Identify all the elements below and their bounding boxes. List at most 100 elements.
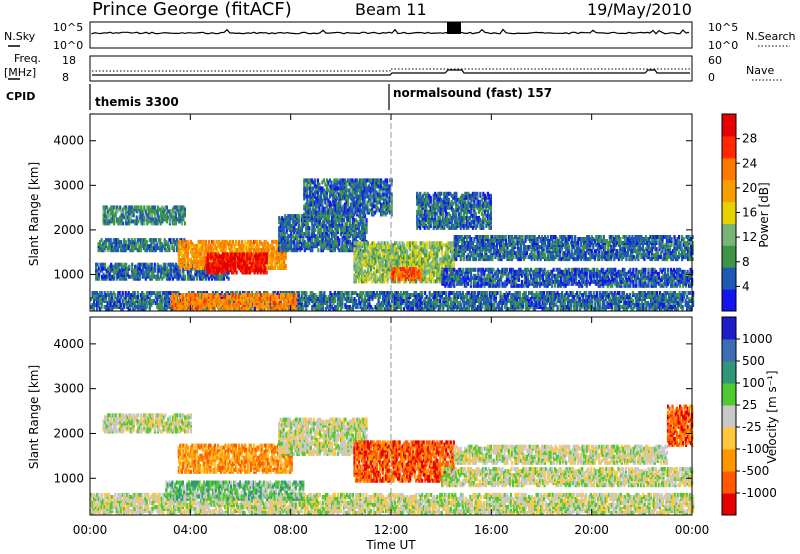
echo-cell <box>460 293 463 297</box>
echo-cell <box>91 295 94 299</box>
echo-cell <box>372 291 376 295</box>
echo-cell <box>302 291 305 295</box>
echo-cell <box>204 239 208 244</box>
echo-cell <box>165 205 168 210</box>
echo-cell <box>464 307 467 311</box>
echo-cell <box>180 221 183 226</box>
echo-cell <box>406 303 409 307</box>
echo-cell <box>443 297 446 301</box>
echo-cell <box>357 293 361 297</box>
echo-cell <box>379 303 382 307</box>
echo-cell <box>130 293 133 297</box>
echo-cell <box>422 307 425 311</box>
echo-cell <box>454 305 457 309</box>
echo-cell <box>157 291 160 295</box>
echo-cell <box>124 295 127 299</box>
nsky-trace <box>91 28 690 35</box>
echo-cell <box>455 295 458 299</box>
echo-cell <box>377 293 380 297</box>
echo-cell <box>323 291 326 295</box>
echo-cell <box>324 307 327 311</box>
echo-cell <box>139 293 142 297</box>
echo-cell <box>442 303 445 307</box>
echo-cell <box>197 243 200 248</box>
echo-cell <box>320 305 323 309</box>
echo-cell <box>243 256 246 261</box>
echo-cell <box>192 276 195 281</box>
echo-cell <box>264 266 267 271</box>
echo-cell <box>329 297 332 301</box>
echo-cell <box>195 276 199 281</box>
echo-cell <box>339 301 342 305</box>
echo-cell <box>436 291 439 295</box>
echo-cell <box>283 293 286 297</box>
echo-cell <box>338 291 341 295</box>
echo-cell <box>379 291 382 295</box>
echo-cell <box>353 291 356 295</box>
echo-cell <box>561 291 564 295</box>
echo-cell <box>160 295 163 299</box>
echo-cell <box>142 305 145 309</box>
echo-cell <box>338 301 341 305</box>
echo-cell <box>295 307 298 311</box>
echo-cell <box>376 303 379 307</box>
echo-cell <box>109 238 112 243</box>
echo-cell <box>320 291 323 295</box>
echo-cell <box>409 301 412 305</box>
freq-unit-label: [MHz] <box>4 66 36 79</box>
date-title: 19/May/2010 <box>587 0 692 19</box>
echo-cell <box>135 295 138 299</box>
echo-cell <box>461 307 464 311</box>
echo-cell <box>350 291 353 295</box>
echo-cell <box>145 295 148 299</box>
echo-cell <box>165 295 168 299</box>
echo-cell <box>412 293 415 297</box>
echo-cell <box>356 293 359 297</box>
echo-cell <box>413 299 416 303</box>
echo-cell <box>458 305 461 309</box>
echo-cell <box>374 293 377 297</box>
echo-cell <box>91 303 94 307</box>
echo-cell <box>117 305 120 309</box>
echo-cell <box>121 299 124 303</box>
echo-cell <box>117 291 120 295</box>
echo-cell <box>168 291 171 295</box>
echo-cell <box>345 305 348 309</box>
echo-cell <box>382 291 385 295</box>
echo-cell <box>150 299 153 303</box>
nave-trace <box>92 68 690 72</box>
echo-cell <box>610 305 613 309</box>
echo-cell <box>463 307 466 311</box>
echo-cell <box>308 226 311 231</box>
echo-cell <box>448 305 451 309</box>
echo-cell <box>309 291 312 295</box>
echo-cell <box>369 305 373 309</box>
echo-cell <box>332 293 335 297</box>
echo-cell <box>205 307 209 311</box>
echo-cell <box>409 293 412 297</box>
echo-cell <box>428 291 431 295</box>
echo-cell <box>90 305 93 309</box>
echo-cell <box>433 291 436 295</box>
echo-cell <box>431 293 434 297</box>
echo-cell <box>153 266 156 271</box>
echo-cell <box>250 303 253 307</box>
echo-cell <box>392 293 395 297</box>
echo-cell <box>163 291 166 295</box>
cpid-mode-themis: themis 3300 <box>95 95 179 109</box>
echo-cell <box>136 307 139 311</box>
echo-cell <box>332 297 335 301</box>
echo-cell <box>154 301 157 305</box>
echo-cell <box>357 297 361 301</box>
echo-cell <box>268 293 271 297</box>
echo-cell <box>308 299 311 303</box>
echo-cell <box>226 252 229 257</box>
echo-cell <box>455 291 458 295</box>
echo-cell <box>141 297 144 301</box>
echo-cell <box>366 291 370 295</box>
echo-cell <box>394 305 397 309</box>
echo-cell <box>168 244 171 249</box>
echo-cell <box>249 256 252 261</box>
echo-cell <box>90 297 93 301</box>
